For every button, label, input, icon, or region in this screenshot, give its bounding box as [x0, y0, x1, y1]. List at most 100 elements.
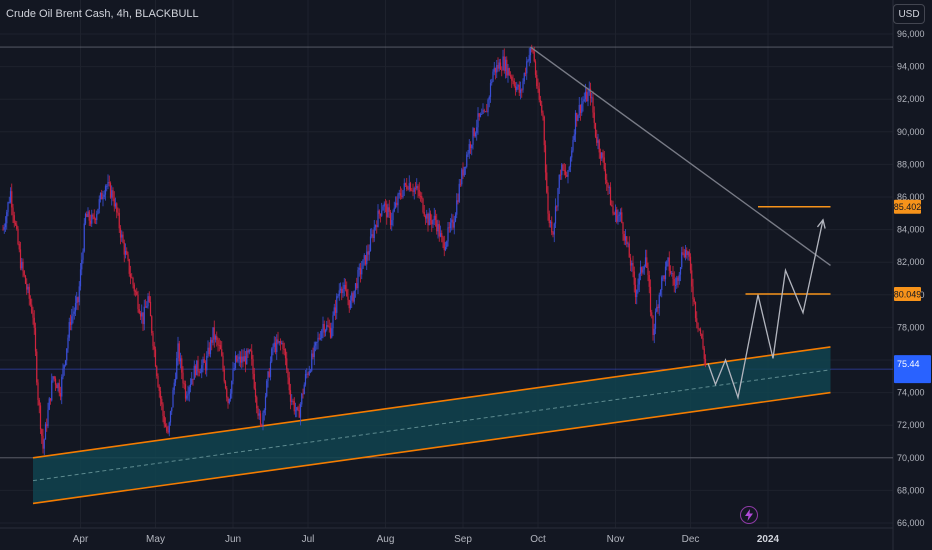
candle-body [158, 386, 160, 392]
y-tick-label: 74,000 [897, 388, 925, 398]
candle-body [326, 325, 328, 330]
candle-body [554, 206, 557, 224]
candle-body [293, 401, 295, 412]
candle-body [322, 323, 324, 331]
candle-body [59, 392, 62, 397]
candle-body [218, 344, 220, 346]
lightning-bolt-icon[interactable] [740, 506, 758, 524]
candle-body [702, 338, 704, 349]
candle-body [624, 236, 627, 241]
candle-body [544, 145, 547, 173]
candle-body [251, 350, 253, 360]
candle-body [353, 290, 355, 302]
candle-body [22, 261, 24, 272]
candle-body [694, 301, 697, 319]
candle-body [573, 134, 575, 141]
candle-body [574, 112, 577, 135]
candle-body [604, 169, 607, 180]
candle-body [698, 328, 700, 330]
candle-body [186, 395, 188, 399]
candle-body [506, 59, 508, 76]
candle-body [507, 68, 509, 76]
candle-body [656, 306, 658, 312]
candle-body [633, 271, 635, 285]
candle-body [396, 202, 398, 206]
candle-body [661, 277, 663, 290]
candle-body [229, 393, 232, 399]
candle-body [659, 289, 662, 295]
candle-body [627, 243, 629, 245]
candle-body [129, 273, 132, 278]
candle-body [528, 55, 530, 61]
candle-body [421, 196, 423, 199]
candle-body [688, 251, 690, 257]
candle-body [238, 356, 240, 360]
candle-body [684, 250, 687, 258]
candle-body [519, 89, 522, 93]
candle-body [652, 315, 654, 336]
candle-body [83, 223, 85, 252]
candle-body [277, 339, 279, 343]
candle-body [287, 369, 289, 378]
candle-body [446, 241, 448, 247]
y-tick-label: 72,000 [897, 420, 925, 430]
candle-body [367, 251, 369, 255]
y-tick-label: 90,000 [897, 127, 925, 137]
candle-body [51, 380, 53, 401]
candle-body [382, 206, 384, 211]
candle-body [418, 189, 420, 197]
candle-body [483, 110, 485, 112]
candle-body [593, 112, 595, 123]
candle-body [18, 243, 20, 250]
candle-body [527, 60, 529, 62]
candle-body [387, 207, 389, 218]
candle-body [582, 100, 584, 104]
candle-body [513, 80, 515, 87]
candle-body [64, 360, 67, 366]
candle-body [479, 114, 482, 117]
candle-body [503, 56, 505, 71]
candle-body [216, 336, 218, 340]
candle-body [622, 222, 624, 234]
candle-body [449, 222, 452, 228]
candle-body [552, 232, 554, 235]
candle-body [242, 356, 244, 362]
candle-body [126, 250, 128, 255]
candle-body [451, 219, 453, 223]
candle-body [497, 65, 499, 69]
candle-body [214, 336, 217, 340]
last-price-tag [894, 355, 931, 384]
candle-body [279, 341, 282, 344]
candle-body [553, 223, 555, 235]
candle-body [154, 349, 157, 367]
candle-body [434, 215, 437, 221]
candle-body [42, 435, 44, 449]
candle-body [269, 361, 272, 377]
candle-body [136, 291, 138, 295]
candle-body [128, 259, 130, 274]
candle-body [272, 346, 274, 349]
candle-body [518, 84, 520, 93]
x-tick-label: Jun [225, 534, 241, 545]
candle-body [514, 86, 517, 91]
candle-body [139, 313, 142, 317]
candle-body [372, 234, 374, 239]
candle-body [611, 205, 613, 207]
candle-body [551, 221, 553, 233]
candle-body [614, 209, 617, 215]
candle-body [658, 294, 660, 309]
y-tick-label: 86,000 [897, 192, 925, 202]
candle-body [668, 257, 670, 271]
candle-body [257, 408, 259, 416]
candle-body [69, 322, 72, 325]
candle-body [57, 383, 59, 389]
candle-body [28, 286, 30, 299]
candle-body [462, 169, 464, 176]
candle-body [577, 115, 579, 121]
candle-body [37, 382, 39, 401]
currency-button[interactable]: USD [893, 4, 925, 24]
candle-body [94, 218, 97, 221]
candle-body [207, 347, 209, 356]
candle-body [703, 348, 705, 359]
